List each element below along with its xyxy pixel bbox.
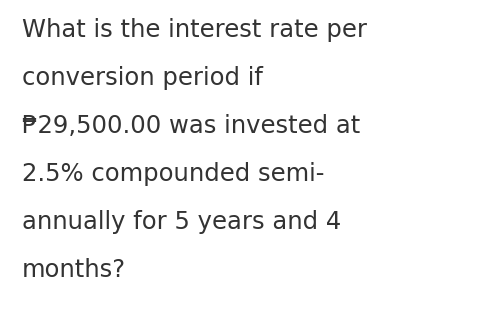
- Text: months?: months?: [22, 258, 126, 282]
- Text: What is the interest rate per: What is the interest rate per: [22, 18, 367, 42]
- Text: conversion period if: conversion period if: [22, 66, 263, 90]
- Text: ₱29,500.00 was invested at: ₱29,500.00 was invested at: [22, 114, 360, 138]
- Text: annually for 5 years and 4: annually for 5 years and 4: [22, 210, 341, 234]
- Text: 2.5% compounded semi-: 2.5% compounded semi-: [22, 162, 324, 186]
